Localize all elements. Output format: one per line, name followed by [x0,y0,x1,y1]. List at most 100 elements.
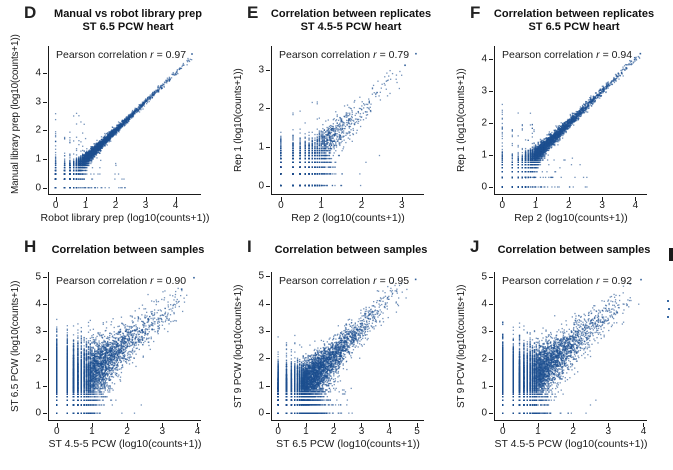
x-tick-mark [145,196,147,201]
x-tick-label: 3 [142,200,149,211]
pearson-prefix: Pearson correlation [502,49,594,61]
pearson-r-symbol: r [596,49,600,61]
y-tick-label: 3 [35,325,41,337]
x-tick-label: 0 [275,426,281,437]
panel-subtitle: ST 4.5-5 PCW heart [300,21,402,33]
panel-F: F Correlation between replicates ST 6.5 … [454,2,666,234]
scatter-points [495,46,647,194]
plot-area: Pearson correlation r = 0.95 0 1 2 3 4 5 0 1 2 3 4 5 [258,271,424,437]
pearson-r-symbol: r [150,275,154,287]
y-tick-mark [265,303,270,305]
x-tick-label: 2 [566,200,572,211]
x-tick-mark [305,422,307,427]
y-tick-mark [265,276,270,278]
x-tick-mark [115,196,117,201]
y-tick-mark [488,91,493,93]
y-tick-mark [488,59,493,61]
y-tick-label: 4 [481,53,487,65]
clipped-adjacent-panel-points [668,308,670,310]
y-tick-label: 2 [481,353,487,365]
y-tick-mark [42,358,47,360]
panel-letter-E: E [247,3,259,22]
pearson-annotation: Pearson correlation r = 0.95 [279,275,409,287]
y-tick-mark [488,155,493,157]
pearson-prefix: Pearson correlation [56,49,148,61]
pearson-r-symbol: r [596,275,600,287]
y-tick-mark [265,69,270,71]
panel-I: I Correlation between samples ST 9 PCW (… [231,236,443,468]
plot-area: Pearson correlation r = 0.94 0 1 2 3 4 0 1 2 3 4 [481,46,647,211]
x-tick-mark [535,196,537,201]
y-axis-label: ST 9 PCW (log10(counts+1)) [233,284,244,408]
x-tick-mark [85,196,87,201]
pearson-value: = 0.94 [602,49,633,61]
pearson-prefix: Pearson correlation [56,275,148,287]
y-tick-label: 2 [35,353,41,365]
y-tick-mark [488,123,493,125]
y-tick-label: 2 [35,124,41,136]
x-tick-label: 4 [386,426,393,437]
panel-subtitle: ST 6.5 PCW heart [82,21,174,33]
x-axis-label: Rep 2 (log10(counts+1)) [291,212,405,224]
x-tick-mark [401,196,403,201]
x-tick-mark [602,196,604,201]
y-tick-label: 3 [481,85,487,97]
pearson-r-symbol: r [373,49,377,61]
x-axis-label: ST 4.5-5 PCW (log10(counts+1)) [494,438,648,450]
y-tick-label: 2 [258,352,264,364]
y-tick-mark [488,304,493,306]
scatter-points [49,46,201,194]
panel-letter-D: D [24,3,37,22]
y-tick-label: 5 [35,271,41,283]
x-tick-mark [333,422,335,427]
panel-letter-I: I [247,237,252,256]
x-tick-mark [502,422,504,427]
y-tick-mark [42,130,47,132]
x-axis-label: ST 4.5-5 PCW (log10(counts+1)) [48,438,202,450]
y-tick-label: 1 [481,149,487,161]
x-tick-mark [197,422,199,427]
y-axis-label: Rep 1 (log10(counts+1)) [233,68,244,172]
x-tick-mark [127,422,129,427]
y-tick-mark [42,276,47,278]
x-tick-mark [321,196,323,201]
y-tick-mark [42,73,47,75]
y-tick-label: 2 [258,102,264,114]
y-tick-mark [265,413,270,415]
pearson-prefix: Pearson correlation [279,275,371,287]
x-tick-mark [417,422,419,427]
y-tick-label: 0 [258,407,264,419]
y-tick-label: 1 [35,380,41,392]
x-tick-mark [537,422,539,427]
panel-letter-F: F [470,3,481,22]
pearson-annotation: Pearson correlation r = 0.92 [502,275,632,287]
plot-area: Pearson correlation r = 0.92 0 1 2 3 4 0 1 2 3 4 5 [481,271,647,437]
panel-subtitle: ST 6.5 PCW heart [528,21,620,33]
panel-title: Correlation between samples [497,244,651,256]
y-tick-mark [265,108,270,110]
y-tick-label: 3 [35,96,41,108]
panel-title: Correlation between samples [274,244,428,256]
pearson-prefix: Pearson correlation [502,275,594,287]
panel-letter-H: H [24,237,37,256]
x-tick-mark [280,196,282,201]
clipped-adjacent-panel-points [667,300,669,302]
x-tick-label: 0 [52,200,59,211]
y-tick-label: 4 [481,298,487,310]
y-tick-label: 1 [481,380,487,392]
x-tick-mark [361,422,363,427]
y-tick-mark [488,358,493,360]
pearson-value: = 0.95 [379,275,410,287]
panel-title: Correlation between replicates [270,8,432,20]
pearson-annotation: Pearson correlation r = 0.90 [56,275,186,287]
y-tick-label: 2 [481,117,487,129]
x-axis-label: Rep 2 (log10(counts+1)) [514,212,628,224]
x-tick-mark [568,196,570,201]
panel-title: Correlation between replicates [493,8,655,20]
panel-H: H Correlation between samples ST 6.5 PCW… [8,236,220,468]
x-tick-label: 3 [159,426,166,437]
panel-D: D Manual vs robot library prep ST 6.5 PC… [8,2,220,234]
x-tick-mark [91,422,93,427]
x-tick-label: 0 [499,426,506,437]
